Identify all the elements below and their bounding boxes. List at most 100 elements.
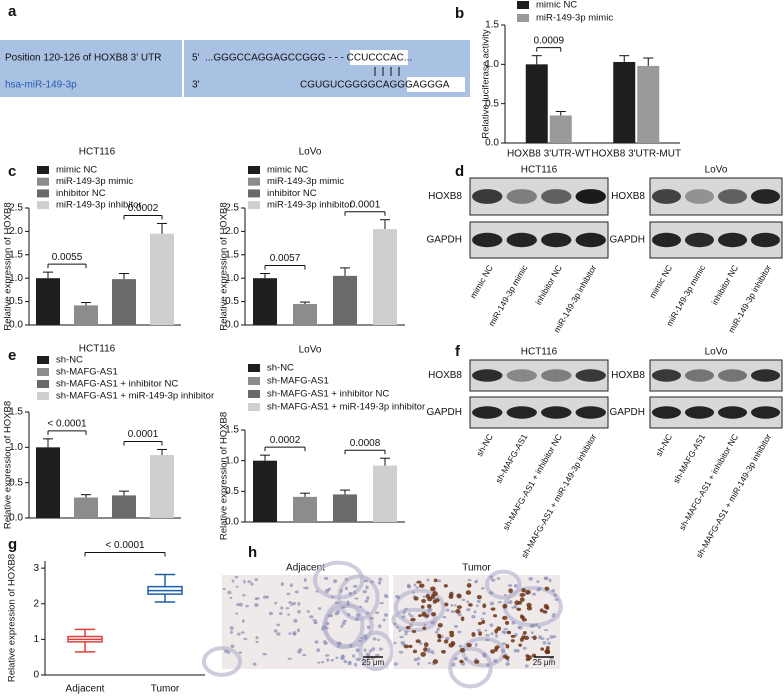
stained-nucleus (490, 607, 496, 611)
y-tick-label: 0.5 (225, 486, 239, 497)
nucleus (348, 592, 353, 596)
error-bar (157, 222, 167, 234)
nucleus (366, 611, 370, 615)
nucleus (495, 634, 498, 638)
stained-nucleus (405, 625, 411, 630)
legend-swatch (248, 201, 260, 210)
nucleus (400, 641, 406, 646)
stained-nucleus (427, 596, 433, 602)
legend-swatch (517, 14, 529, 22)
nucleus (457, 630, 462, 634)
nucleus (370, 657, 375, 661)
nucleus (323, 640, 327, 644)
legend-swatch (37, 201, 49, 210)
bar (150, 233, 174, 325)
blot-title: LoVo (705, 165, 728, 176)
stained-nucleus (437, 623, 443, 628)
legend-label: sh-MAFG-AS1 + miR-149-3p inhibitor (267, 402, 425, 413)
bar (150, 455, 174, 518)
nucleus (243, 637, 248, 640)
nucleus (316, 648, 321, 652)
nucleus (480, 587, 485, 590)
gland (312, 560, 365, 600)
nucleus (531, 592, 537, 596)
blot-row-label: HOXB8 (428, 370, 462, 381)
nucleus (500, 649, 506, 653)
nucleus (399, 635, 404, 639)
nucleus (227, 590, 232, 595)
stained-nucleus (418, 583, 425, 588)
nucleus (473, 610, 477, 614)
legend-label: miR-149-3p mimic (536, 13, 613, 24)
nucleus (503, 594, 507, 597)
stained-nucleus (510, 634, 516, 638)
stained-nucleus (525, 589, 531, 595)
nucleus (372, 637, 377, 641)
error-bar (81, 494, 91, 498)
blot-band (472, 369, 503, 382)
stained-nucleus (456, 605, 463, 610)
stained-nucleus (521, 588, 526, 593)
bar (293, 303, 317, 325)
stained-nucleus (421, 598, 427, 603)
nucleus (229, 626, 234, 630)
nucleus (331, 595, 335, 599)
nucleus (352, 654, 355, 658)
nucleus (464, 657, 468, 661)
nucleus (528, 577, 533, 581)
nucleus (383, 594, 388, 597)
nucleus (363, 579, 368, 583)
p-value: < 0.0001 (105, 540, 145, 551)
p-value: 0.0001 (350, 199, 381, 210)
nucleus (453, 604, 457, 607)
stained-nucleus (477, 621, 483, 625)
bar (36, 447, 60, 518)
nucleus (268, 611, 273, 616)
blot-band (750, 189, 781, 204)
nucleus (274, 601, 278, 605)
bar (253, 278, 277, 325)
nucleus (426, 578, 430, 582)
gland (358, 630, 394, 672)
stained-nucleus (437, 639, 442, 643)
nucleus (430, 620, 435, 625)
nucleus (501, 630, 505, 634)
error-bar (157, 448, 167, 456)
base-pairs (374, 67, 400, 76)
nucleus (297, 650, 302, 654)
nucleus (413, 657, 418, 662)
stained-nucleus (408, 644, 413, 649)
panel-label: b (455, 5, 464, 22)
x-tick-label: HOXB8 3'UTR-WT (507, 149, 591, 160)
nucleus (238, 602, 243, 607)
nucleus (346, 600, 350, 604)
nucleus (474, 580, 478, 584)
nucleus (359, 605, 362, 609)
nucleus (365, 585, 369, 590)
blot-band (717, 369, 748, 382)
nucleus (353, 590, 357, 595)
nucleus (287, 657, 292, 660)
nucleus (457, 612, 462, 617)
mirna-name: hsa-miR-149-3p (5, 80, 77, 91)
nucleus (235, 603, 240, 606)
error-bar (555, 111, 566, 116)
bar (549, 115, 572, 143)
scale-label: 25 μm (533, 658, 556, 667)
blot-band (717, 406, 748, 419)
nucleus (355, 657, 361, 662)
legend-swatch (37, 392, 49, 400)
stained-nucleus (413, 596, 419, 601)
nucleus (453, 656, 458, 661)
nucleus (490, 632, 494, 636)
stained-nucleus (519, 597, 525, 602)
blot-band (506, 406, 537, 419)
nucleus (516, 649, 520, 653)
stained-nucleus (430, 586, 436, 592)
nucleus (293, 618, 298, 623)
p-value: 0.0001 (128, 429, 159, 440)
nucleus (368, 649, 373, 653)
nucleus (404, 630, 409, 634)
nucleus (231, 579, 235, 583)
nucleus (343, 659, 348, 664)
